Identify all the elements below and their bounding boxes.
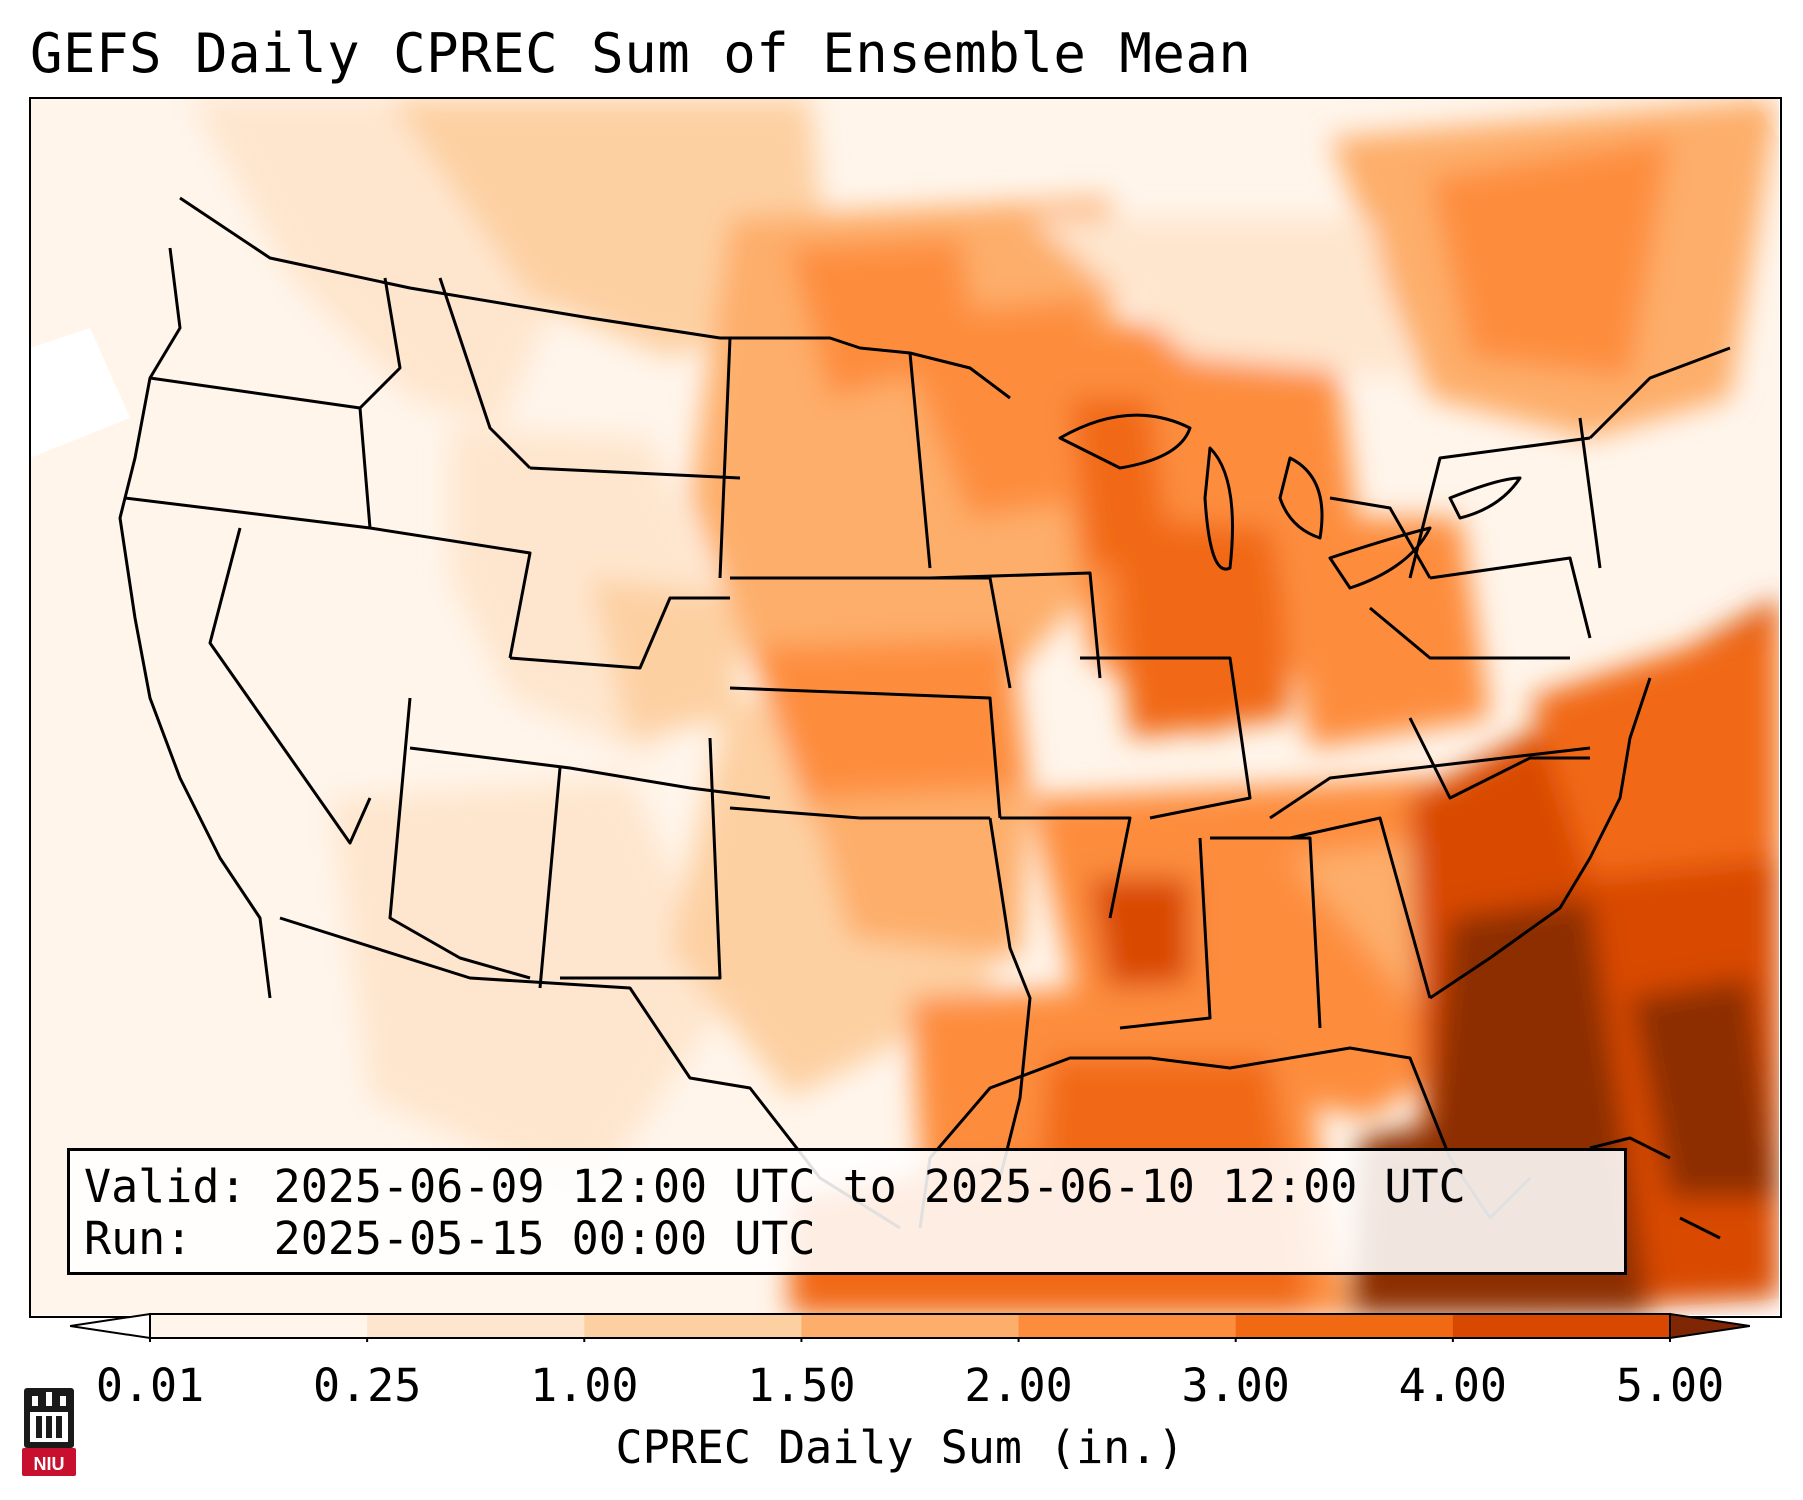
run-time-text: Run: 2025-05-15 00:00 UTC <box>84 1212 816 1265</box>
colorbar-segment <box>150 1314 368 1338</box>
colorbar-label: CPREC Daily Sum (in.) <box>615 1421 1185 1474</box>
colorbar-tick-label: 0.01 <box>95 1359 205 1412</box>
colorbar-tick-label: 0.25 <box>312 1359 422 1412</box>
colorbar-tick-label: 1.00 <box>530 1359 639 1412</box>
colorbar-segment <box>1018 1314 1237 1338</box>
colorbar-under-arrow <box>70 1312 151 1340</box>
colorbar-segment <box>801 1314 1020 1338</box>
colorbar-segment <box>367 1314 585 1338</box>
colorbar-tick-label: 4.00 <box>1398 1359 1508 1412</box>
colorbar-segment <box>1235 1314 1454 1338</box>
precip-map <box>30 98 1779 1315</box>
valid-time-text: Valid: 2025-06-09 12:00 UTC to 2025-06-1… <box>84 1160 1466 1213</box>
colorbar-segment <box>1452 1314 1671 1338</box>
page-title: GEFS Daily CPREC Sum of Ensemble Mean <box>30 22 1252 85</box>
niu-logo-text: NIU <box>34 1454 65 1474</box>
niu-tower-icon: NIU <box>22 1388 76 1476</box>
valid-run-box: Valid: 2025-06-09 12:00 UTC to 2025-06-1… <box>67 1148 1627 1275</box>
colorbar-over-arrow <box>1669 1312 1750 1340</box>
colorbar-tick-label: 2.00 <box>964 1359 1073 1412</box>
colorbar-tick-label: 3.00 <box>1181 1359 1290 1412</box>
colorbar-frame <box>149 1313 1671 1339</box>
colorbar-tick-label: 5.00 <box>1615 1359 1725 1412</box>
colorbar-tick-label: 1.50 <box>747 1359 856 1412</box>
colorbar-segment <box>584 1314 802 1338</box>
colorbar <box>70 1312 1750 1342</box>
